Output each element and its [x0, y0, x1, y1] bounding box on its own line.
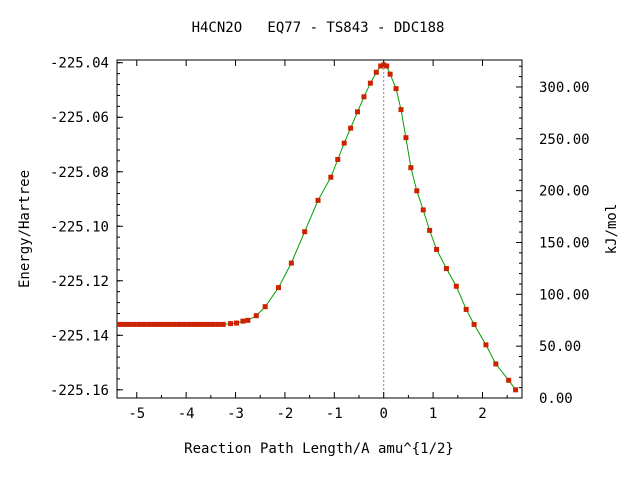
- y-tick-label: -225.12: [50, 274, 109, 290]
- data-point: [420, 207, 426, 213]
- x-tick-label: 2: [478, 406, 486, 422]
- y-tick-label: -225.14: [50, 328, 109, 344]
- data-point: [315, 197, 321, 203]
- data-point: [220, 321, 226, 327]
- data-point: [166, 321, 172, 327]
- data-point: [210, 321, 216, 327]
- data-point: [288, 260, 294, 266]
- data-point: [161, 321, 167, 327]
- data-point: [335, 156, 341, 162]
- data-point: [245, 317, 251, 323]
- y2-tick-label: 200.00: [539, 184, 590, 200]
- data-point: [176, 321, 182, 327]
- data-point: [355, 109, 361, 115]
- data-point: [378, 63, 384, 69]
- x-tick-label: -4: [178, 406, 195, 422]
- data-point: [393, 86, 399, 92]
- data-point: [387, 71, 393, 77]
- y2-tick-label: 250.00: [539, 132, 590, 148]
- data-point: [234, 320, 240, 326]
- data-point: [434, 246, 440, 252]
- data-point: [453, 283, 459, 289]
- data-point: [215, 321, 221, 327]
- y-tick-label: -225.08: [50, 165, 109, 181]
- data-point: [141, 321, 147, 327]
- data-point: [513, 387, 519, 393]
- data-point: [146, 321, 152, 327]
- y-tick-label: -225.04: [50, 56, 109, 72]
- x-tick-label: -3: [227, 406, 244, 422]
- data-point: [483, 342, 489, 348]
- plot-area: [116, 59, 523, 399]
- data-point: [381, 62, 387, 68]
- y-tick-label: -225.10: [50, 219, 109, 235]
- data-point: [443, 266, 449, 272]
- data-point: [171, 321, 177, 327]
- data-point: [240, 318, 246, 324]
- data-point: [427, 227, 433, 233]
- y2-tick-label: 0.00: [539, 391, 573, 407]
- data-point: [493, 361, 499, 367]
- data-point: [373, 69, 379, 75]
- y-axis-label: Energy/Hartree: [17, 170, 33, 288]
- data-point: [506, 377, 512, 383]
- data-point: [398, 107, 404, 113]
- y2-tick-label: 50.00: [539, 339, 581, 355]
- data-point: [126, 321, 132, 327]
- y-tick-label: -225.16: [50, 383, 109, 399]
- data-point: [408, 165, 414, 171]
- data-point: [361, 94, 367, 100]
- y-tick-label: -225.06: [50, 110, 109, 126]
- x-axis: -5 -4 -3 -2 -1 0 1 2: [128, 60, 508, 422]
- series-markers: [116, 62, 519, 393]
- x-tick-label: 1: [429, 406, 437, 422]
- y-axis-right: 0.00 50.00 100.00 150.00 200.00 250.00 300.00: [516, 65, 590, 407]
- data-point: [200, 321, 206, 327]
- series-line: [119, 64, 517, 391]
- y-axis-left: -225.04 -225.06 -225.08 -225.10 -225.12 -225.…: [50, 56, 123, 399]
- data-point: [384, 63, 390, 69]
- data-point: [262, 304, 268, 310]
- data-point: [151, 321, 157, 327]
- data-point: [136, 321, 142, 327]
- data-point: [328, 174, 334, 180]
- data-point: [191, 321, 197, 327]
- x-axis-label: Reaction Path Length/A amu^{1/2}: [184, 441, 454, 457]
- data-point: [156, 321, 162, 327]
- x-tick-label: -5: [128, 406, 145, 422]
- data-point: [253, 313, 259, 319]
- data-point: [228, 321, 234, 327]
- y2-tick-label: 100.00: [539, 287, 590, 303]
- y2-tick-label: 300.00: [539, 80, 590, 96]
- data-point: [348, 125, 354, 131]
- x-tick-label: -1: [326, 406, 343, 422]
- x-tick-label: 0: [379, 406, 387, 422]
- data-point: [276, 285, 282, 291]
- data-point: [121, 321, 127, 327]
- data-point: [367, 80, 373, 86]
- y2-axis-label: kJ/mol: [604, 204, 620, 255]
- data-point: [341, 140, 347, 146]
- data-point: [186, 321, 192, 327]
- data-point: [205, 321, 211, 327]
- data-point: [302, 229, 308, 235]
- y2-tick-label: 150.00: [539, 235, 590, 251]
- data-point: [463, 306, 469, 312]
- data-point: [181, 321, 187, 327]
- data-point: [471, 321, 477, 327]
- data-point: [131, 321, 137, 327]
- data-point: [403, 135, 409, 141]
- x-tick-label: -2: [276, 406, 293, 422]
- data-point: [116, 321, 122, 327]
- data-point: [195, 321, 201, 327]
- chart-title: H4CN2O EQ77 - TS843 - DDC188: [192, 20, 445, 36]
- data-point: [414, 188, 420, 194]
